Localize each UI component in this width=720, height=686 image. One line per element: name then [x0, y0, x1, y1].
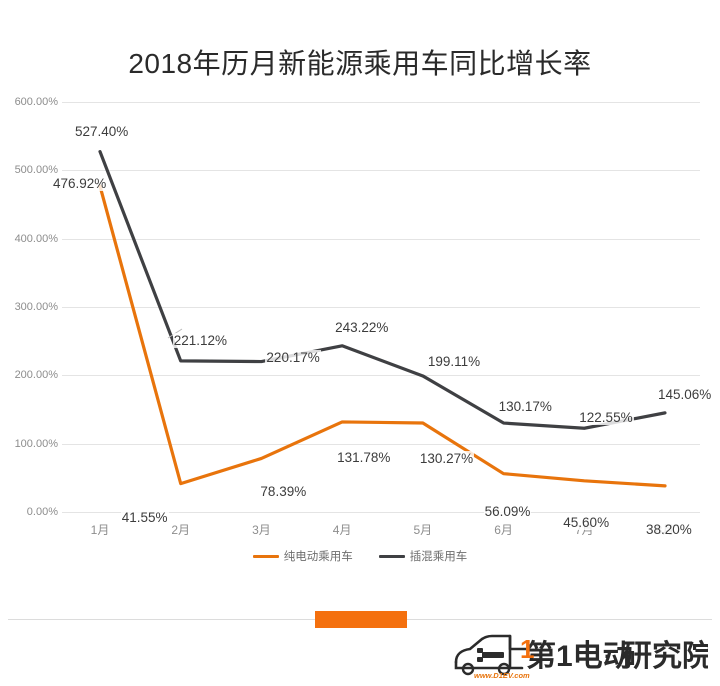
gridline	[62, 102, 700, 103]
plug-icon	[477, 648, 504, 662]
wheel-front-icon	[461, 662, 475, 676]
data-point-label: 130.27%	[418, 450, 475, 466]
legend-swatch	[252, 554, 279, 558]
legend-swatch	[378, 554, 405, 558]
brand-url: www.D1EV.com	[474, 671, 530, 680]
x-axis-tick-label: 5月	[413, 523, 433, 537]
data-point-label: 38.20%	[645, 521, 693, 537]
legend-item[interactable]: 插混乘用车	[378, 548, 468, 564]
brand-numeral-one: 1	[520, 634, 534, 664]
y-axis-tick-label: 500.00%	[14, 164, 58, 177]
data-point-label: 56.09%	[483, 503, 532, 519]
x-axis-tick-label: 6月	[494, 523, 513, 537]
x-axis-tick-label: 2月	[171, 523, 191, 537]
brand-secondary-text: 研究院	[622, 639, 708, 673]
data-point-label: 130.17%	[497, 399, 553, 415]
gridline	[62, 375, 700, 377]
y-axis-tick-label: 300.00%	[14, 301, 58, 313]
data-point-label: 45.60%	[562, 514, 611, 530]
data-point-label: 221.12%	[172, 332, 228, 348]
x-axis-tick-label: 4月	[332, 523, 352, 537]
y-axis-tick-label: 200.00%	[14, 369, 58, 382]
brand-primary-text: 第1电动	[526, 639, 633, 673]
gridline	[62, 443, 700, 445]
legend-label: 纯电动乘用车	[283, 551, 353, 563]
wheel-rear-icon	[497, 662, 511, 676]
data-point-label: 122.55%	[578, 410, 634, 426]
data-point-label: 78.39%	[259, 484, 308, 500]
x-axis-tick-label: 1月	[90, 523, 110, 537]
gridline	[62, 170, 700, 172]
data-point-label: 476.92%	[52, 176, 108, 192]
y-axis-tick-label: 0.00%	[26, 506, 58, 518]
gridline	[62, 512, 700, 513]
data-point-label: 41.55%	[120, 509, 169, 525]
data-point-label: 527.40%	[74, 123, 130, 139]
gridline	[62, 238, 700, 240]
chart-legend: 纯电动乘用车 插混乘用车	[0, 548, 720, 564]
brand-logo: www.D1EV.com 第1电动 1 · 研究院	[454, 634, 708, 680]
data-point-label: 220.17%	[265, 349, 321, 365]
y-axis-tick-label: 100.00%	[14, 437, 58, 450]
y-axis-tick-label: 600.00%	[14, 96, 58, 108]
x-axis-tick-label: 3月	[252, 523, 271, 537]
data-point-label: 131.78%	[336, 449, 392, 465]
data-point-label: 199.11%	[426, 353, 482, 369]
legend-item[interactable]: 纯电动乘用车	[252, 548, 353, 564]
legend-label: 插混乘用车	[409, 551, 468, 563]
y-axis-tick-label: 400.00%	[14, 232, 58, 245]
footer-accent-block	[315, 611, 407, 628]
chart-title: 2018年历月新能源乘用车同比增长率	[128, 48, 592, 79]
brand-separator: ·	[604, 644, 611, 669]
data-point-label: 145.06%	[657, 386, 713, 402]
gridline	[62, 307, 700, 308]
data-point-label: 243.22%	[334, 319, 390, 335]
